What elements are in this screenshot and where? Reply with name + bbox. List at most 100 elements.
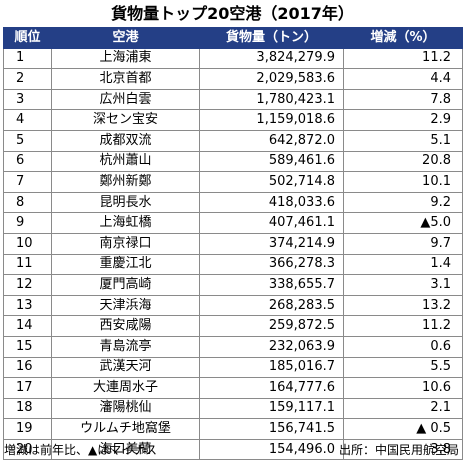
rank-cell: 11 <box>3 253 52 276</box>
change-cell: 2.9 <box>343 109 463 131</box>
rank-cell: 3 <box>3 88 52 111</box>
airport-cell: 重慶江北 <box>51 253 200 276</box>
cargo-cell: 232,063.9 <box>199 335 344 358</box>
change-cell: 1.4 <box>343 253 463 276</box>
cargo-cell: 164,777.6 <box>199 377 344 399</box>
rank-cell: 7 <box>3 171 52 193</box>
change-cell: 7.8 <box>343 88 463 111</box>
column-header-airport: 空港 <box>51 27 200 49</box>
change-cell: 11.2 <box>343 47 463 70</box>
airport-cell: 鄭州新鄭 <box>51 171 200 193</box>
cargo-cell: 366,278.3 <box>199 253 344 276</box>
airport-cell: 杭州蕭山 <box>51 150 200 173</box>
cargo-cell: 1,780,423.1 <box>199 88 344 111</box>
rank-cell: 9 <box>3 212 52 234</box>
cargo-cell: 159,117.1 <box>199 397 344 420</box>
footnote: 増減は前年比、▲はマイナス <box>4 443 157 457</box>
table-body: 1 上海浦東 3,824,279.9 11.2 2 北京首都 2,029,583.6 4.4 3… <box>3 47 463 461</box>
airport-cell: 西安咸陽 <box>51 315 200 337</box>
cargo-cell: 502,714.8 <box>199 171 344 193</box>
airport-cell: 上海浦東 <box>51 47 200 70</box>
airport-cell: 天津浜海 <box>51 294 200 317</box>
airport-cell: 成都双流 <box>51 129 200 152</box>
change-cell: 0.6 <box>343 335 463 358</box>
column-header-cargo: 貨物量（トン） <box>199 27 344 49</box>
table-row: 19 ウルムチ地窩堡 156,741.5 ▲ 0.5 <box>3 418 463 440</box>
airport-cell: 武漢天河 <box>51 356 200 379</box>
change-cell: 4.4 <box>343 68 463 90</box>
rank-cell: 20 <box>3 438 52 461</box>
rank-cell: 10 <box>3 232 52 255</box>
page-title: 貨物量トップ20空港（2017年） <box>111 4 354 23</box>
rank-cell: 13 <box>3 294 52 317</box>
airport-cell: 深セン宝安 <box>51 109 200 131</box>
change-cell: 9.2 <box>343 191 463 214</box>
airport-cell: 大連周水子 <box>51 377 200 399</box>
rank-cell: 15 <box>3 335 52 358</box>
cargo-cell: 156,741.5 <box>199 418 344 440</box>
cargo-cell: 407,461.1 <box>199 212 344 234</box>
table-row: 12 厦門高崎 338,655.7 3.1 <box>3 274 463 296</box>
column-header-change: 増減（%） <box>343 27 463 49</box>
table-row: 16 武漢天河 185,016.7 5.5 <box>3 356 463 379</box>
table-row: 14 西安咸陽 259,872.5 11.2 <box>3 315 463 337</box>
rank-cell: 14 <box>3 315 52 337</box>
cargo-cell: 338,655.7 <box>199 274 344 296</box>
change-cell: 11.2 <box>343 315 463 337</box>
table-row: 7 鄭州新鄭 502,714.8 10.1 <box>3 171 463 193</box>
rank-cell: 5 <box>3 129 52 152</box>
table-row: 20 海口美蘭 154,496.0 3.8 <box>3 438 463 461</box>
table-row: 13 天津浜海 268,283.5 13.2 <box>3 294 463 317</box>
cargo-cell: 642,872.0 <box>199 129 344 152</box>
cargo-cell: 268,283.5 <box>199 294 344 317</box>
cargo-cell: 589,461.6 <box>199 150 344 173</box>
table-row: 4 深セン宝安 1,159,018.6 2.9 <box>3 109 463 131</box>
table-row: 2 北京首都 2,029,583.6 4.4 <box>3 68 463 90</box>
table-row: 10 南京禄口 374,214.9 9.7 <box>3 232 463 255</box>
rank-cell: 12 <box>3 274 52 296</box>
cargo-cell: 3,824,279.9 <box>199 47 344 70</box>
table-row: 3 広州白雲 1,780,423.1 7.8 <box>3 88 463 111</box>
cargo-cell: 259,872.5 <box>199 315 344 337</box>
change-cell: 10.6 <box>343 377 463 399</box>
rank-cell: 4 <box>3 109 52 131</box>
airport-cell: ウルムチ地窩堡 <box>51 418 200 440</box>
rank-cell: 6 <box>3 150 52 173</box>
table-row: 11 重慶江北 366,278.3 1.4 <box>3 253 463 276</box>
rank-cell: 17 <box>3 377 52 399</box>
column-header-rank: 順位 <box>3 27 52 49</box>
airport-cell: 上海虹橋 <box>51 212 200 234</box>
table-row: 15 青島流亭 232,063.9 0.6 <box>3 335 463 358</box>
change-cell: 5.5 <box>343 356 463 379</box>
table-header-row: 順位 空港 貨物量（トン） 増減（%） <box>3 27 463 49</box>
airport-cell: 瀋陽桃仙 <box>51 397 200 420</box>
cargo-cell: 185,016.7 <box>199 356 344 379</box>
table-row: 17 大連周水子 164,777.6 10.6 <box>3 377 463 399</box>
change-cell: 3.8 <box>343 438 463 461</box>
change-cell: ▲5.0 <box>343 212 463 234</box>
change-cell: 13.2 <box>343 294 463 317</box>
table-row: 1 上海浦東 3,824,279.9 11.2 <box>3 47 463 70</box>
table-row: 5 成都双流 642,872.0 5.1 <box>3 129 463 152</box>
table-row: 6 杭州蕭山 589,461.6 20.8 <box>3 150 463 173</box>
airport-cell: 北京首都 <box>51 68 200 90</box>
table-row: 18 瀋陽桃仙 159,117.1 2.1 <box>3 397 463 420</box>
table-row: 9 上海虹橋 407,461.1 ▲5.0 <box>3 212 463 234</box>
airport-cell: 南京禄口 <box>51 232 200 255</box>
cargo-cell: 418,033.6 <box>199 191 344 214</box>
airport-cell: 青島流亭 <box>51 335 200 358</box>
change-cell: 10.1 <box>343 171 463 193</box>
airport-cell: 広州白雲 <box>51 88 200 111</box>
airport-cell: 海口美蘭 <box>51 438 200 461</box>
source-note: 出所：中国民用航空局 <box>338 443 459 457</box>
table-row: 8 昆明長水 418,033.6 9.2 <box>3 191 463 214</box>
cargo-cell: 154,496.0 <box>199 438 344 461</box>
cargo-cell: 2,029,583.6 <box>199 68 344 90</box>
rank-cell: 1 <box>3 47 52 70</box>
cargo-cell: 1,159,018.6 <box>199 109 344 131</box>
change-cell: 20.8 <box>343 150 463 173</box>
rank-cell: 2 <box>3 68 52 90</box>
rank-cell: 16 <box>3 356 52 379</box>
rank-cell: 19 <box>3 418 52 440</box>
change-cell: 2.1 <box>343 397 463 420</box>
